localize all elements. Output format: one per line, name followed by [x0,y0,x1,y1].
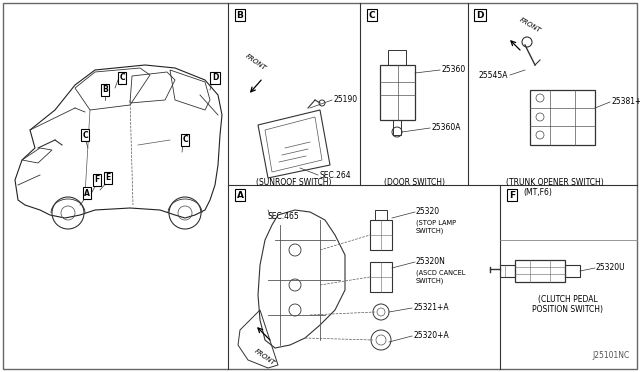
Text: (SUNROOF SWITCH): (SUNROOF SWITCH) [256,178,332,187]
Text: (DOOR SWITCH): (DOOR SWITCH) [383,178,445,187]
Text: C: C [369,10,375,19]
Text: (MT,F6): (MT,F6) [523,189,552,198]
Text: FRONT: FRONT [518,17,541,34]
Text: J25101NC: J25101NC [593,351,630,360]
Text: 25381+A: 25381+A [611,97,640,106]
Bar [375,210,387,220]
Bar [565,265,580,277]
Text: D: D [212,74,218,83]
Text: (STOP LAMP
SWITCH): (STOP LAMP SWITCH) [416,220,456,234]
Text: 25320+A: 25320+A [413,331,449,340]
Text: 25360: 25360 [441,65,465,74]
Text: C: C [182,135,188,144]
Bar [500,265,515,277]
Text: A: A [84,189,90,198]
Text: FRONT: FRONT [244,54,268,72]
Text: (TRUNK OPENER SWITCH): (TRUNK OPENER SWITCH) [506,178,604,187]
Text: 25321+A: 25321+A [413,304,449,312]
Text: FRONT: FRONT [253,348,276,367]
Text: B: B [237,10,243,19]
Text: 25320: 25320 [416,208,440,217]
Text: SEC.465: SEC.465 [268,212,300,221]
Bar [370,220,392,250]
Bar [515,260,565,282]
Text: (CLUTCH PEDAL
POSITION SWITCH): (CLUTCH PEDAL POSITION SWITCH) [532,295,604,314]
Text: 25320U: 25320U [596,263,626,273]
Text: 25190: 25190 [333,96,357,105]
Text: B: B [102,86,108,94]
Text: C: C [119,74,125,83]
Text: A: A [237,190,243,199]
Text: 25320N: 25320N [416,257,446,266]
Text: SEC.264: SEC.264 [319,170,351,180]
Text: (ASCD CANCEL
SWITCH): (ASCD CANCEL SWITCH) [416,270,465,284]
Text: F: F [509,190,515,199]
Bar [370,262,392,292]
Text: 25360A: 25360A [431,124,461,132]
Text: C: C [82,131,88,140]
Text: D: D [476,10,484,19]
Bar [530,90,595,145]
Text: F: F [94,176,100,185]
Text: E: E [106,173,111,183]
Bar [380,65,415,120]
Bar [388,50,406,65]
Text: 25545A: 25545A [479,71,508,80]
Bar [393,120,401,135]
